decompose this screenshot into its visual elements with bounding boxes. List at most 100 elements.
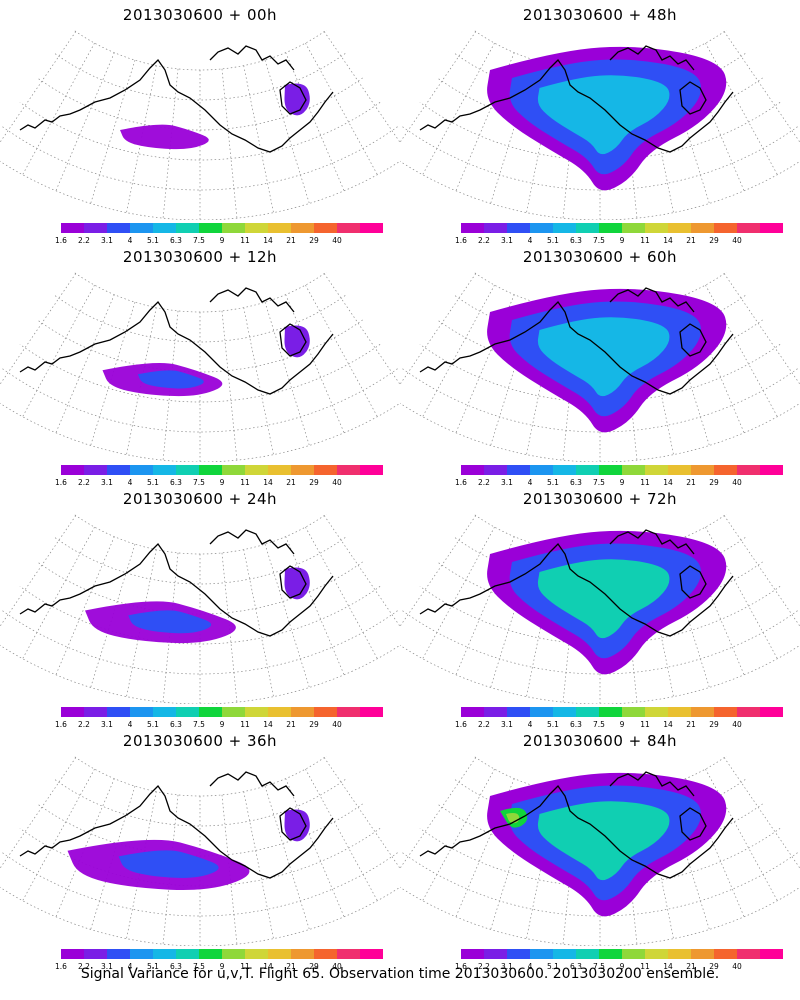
colorbar-tick-label: 6.3 [570,478,582,487]
colorbar-labels: 1.6 2.2 3.1 4 5.1 6.3 7.5 9 11 14 21 29 40 [455,478,760,488]
colorbar-swatch [461,465,484,475]
polar-map [0,514,400,704]
colorbar-swatch [737,465,760,475]
map-panel: 2013030600 + 72h 1.6 2.2 3.1 4 5.1 6.3 7.5 9 11 14… [400,484,800,729]
coastline [19,529,334,637]
colorbar-tick-label: 7.5 [593,478,605,487]
colorbar-swatch [507,949,530,959]
colorbar-swatch [153,949,176,959]
colorbar-tick-label: 4 [127,236,133,245]
colorbar-swatch [61,223,84,233]
colorbar-tick-label: 29 [709,720,719,729]
colorbar-swatch [507,223,530,233]
colorbar-tick-label: 3.1 [101,720,113,729]
colorbar-tick-label: 4 [127,720,133,729]
colorbar-tick-label: 5.1 [147,962,159,971]
colorbar-swatch [84,707,107,717]
colorbar-swatch [622,949,645,959]
colorbar-swatch [153,465,176,475]
colorbar-tick-label: 29 [709,236,719,245]
colorbar-swatch [553,949,576,959]
colorbar-tick-label: 29 [309,720,319,729]
colorbar-tick-label: 9 [619,236,625,245]
polar-map [400,272,800,462]
colorbar-swatch [107,223,130,233]
colorbar-tick-label: 6.3 [170,962,182,971]
colorbar-swatch [714,949,737,959]
colorbar-tick-label: 11 [640,478,650,487]
colorbar-tick-label: 29 [709,478,719,487]
colorbar-tick-label: 21 [686,478,696,487]
colorbar-tick-label: 3.1 [501,478,513,487]
colorbar-tick-label: 40 [732,720,742,729]
colorbar-tick-label: 2.2 [478,236,490,245]
map-panel: 2013030600 + 36h 1.6 2.2 3.1 4 5.1 6.3 7.5 9 11 14… [0,726,400,971]
colorbar-swatch [645,949,668,959]
colorbar-labels: 1.6 2.2 3.1 4 5.1 6.3 7.5 9 11 14 21 29 40 [55,478,360,488]
graticule [0,30,400,220]
colorbar-swatch [461,707,484,717]
colorbar-tick-label: 14 [663,236,673,245]
colorbar-tick-label: 21 [286,962,296,971]
colorbar-tick-label: 40 [332,236,342,245]
colorbar-swatch [130,707,153,717]
colorbar-swatch [760,707,783,717]
colorbar-swatch [245,223,268,233]
colorbar-swatch [645,223,668,233]
colorbar-tick-label: 40 [732,236,742,245]
colorbar-tick-label: 29 [309,236,319,245]
colorbar-tick-label: 21 [286,478,296,487]
colorbar [61,707,383,717]
colorbar-swatch [691,465,714,475]
colorbar-swatch [268,949,291,959]
colorbar-swatch [314,707,337,717]
colorbar-tick-label: 7.5 [593,962,605,971]
colorbar-swatch [199,949,222,959]
variance-field [487,46,727,191]
coastline [419,529,734,637]
colorbar-swatch [153,223,176,233]
colorbar-swatch [553,465,576,475]
colorbar-tick-label: 1.6 [55,236,67,245]
colorbar-swatch [668,223,691,233]
colorbar-swatch [360,949,383,959]
polar-map [0,272,400,462]
colorbar-swatch [645,465,668,475]
colorbar-tick-label: 4 [527,962,533,971]
colorbar-tick-label: 14 [263,236,273,245]
colorbar-swatch [314,949,337,959]
colorbar-swatch [622,465,645,475]
colorbar-swatch [61,465,84,475]
colorbar [461,707,783,717]
variance-field [67,809,310,891]
colorbar-tick-label: 9 [219,478,225,487]
panel-title: 2013030600 + 84h [522,732,678,750]
colorbar-swatch [291,707,314,717]
colorbar-tick-label: 14 [263,962,273,971]
colorbar-swatch [507,707,530,717]
panel-title: 2013030600 + 36h [122,732,278,750]
colorbar-swatch [576,707,599,717]
colorbar-swatch [530,949,553,959]
colorbar-swatch [576,465,599,475]
colorbar-tick-label: 9 [619,720,625,729]
colorbar-tick-label: 2.2 [78,720,90,729]
colorbar-tick-label: 4 [527,720,533,729]
colorbar-swatch [599,949,622,959]
colorbar [61,949,383,959]
colorbar-tick-label: 6.3 [170,236,182,245]
colorbar-swatch [691,223,714,233]
colorbar-tick-label: 4 [127,962,133,971]
colorbar-tick-label: 5.1 [147,236,159,245]
colorbar-swatch [199,465,222,475]
colorbar-swatch [130,949,153,959]
colorbar-tick-label: 3.1 [101,962,113,971]
colorbar-swatch [668,949,691,959]
colorbar-swatch [599,707,622,717]
colorbar-swatch [599,223,622,233]
colorbar-swatch [484,707,507,717]
colorbar-swatch [84,223,107,233]
colorbar-tick-label: 40 [332,478,342,487]
colorbar-tick-label: 29 [309,962,319,971]
colorbar-labels: 1.6 2.2 3.1 4 5.1 6.3 7.5 9 11 14 21 29 40 [455,962,760,972]
